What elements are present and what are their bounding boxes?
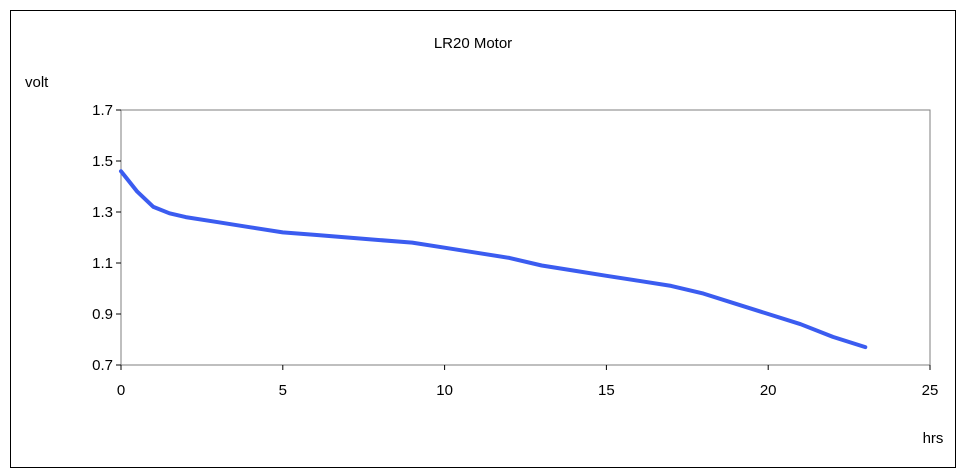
x-tick-label: 5 bbox=[279, 382, 287, 399]
chart-title: LR20 Motor bbox=[434, 35, 512, 52]
axes: 0.7 0.9 1.1 1.3 1.5 1.7 0 5 10 15 20 25 bbox=[92, 102, 938, 399]
x-tick-label: 15 bbox=[598, 382, 615, 399]
y-tick-label: 1.3 bbox=[92, 204, 113, 221]
y-tick-label: 0.9 bbox=[92, 306, 113, 323]
y-tick-label: 1.5 bbox=[92, 153, 113, 170]
y-axis-label: volt bbox=[25, 74, 49, 91]
series-layer bbox=[119, 169, 868, 350]
x-tick-label: 25 bbox=[922, 382, 939, 399]
x-tick-label: 0 bbox=[117, 382, 125, 399]
y-tick-label: 1.7 bbox=[92, 102, 113, 119]
x-axis-label: hrs bbox=[923, 430, 944, 447]
x-tick-label: 10 bbox=[436, 382, 453, 399]
y-tick-label: 1.1 bbox=[92, 255, 113, 272]
x-tick-label: 20 bbox=[760, 382, 777, 399]
y-tick-label: 0.7 bbox=[92, 357, 113, 374]
line-chart: LR20 Motor volt hrs 0.7 0.9 1.1 1.3 1.5 1.7 0 5… bbox=[25, 35, 944, 447]
plot-area bbox=[120, 109, 931, 366]
chart-frame: LR20 Motor volt hrs 0.7 0.9 1.1 1.3 1.5 1.7 0 5… bbox=[10, 10, 956, 468]
series-line bbox=[119, 169, 868, 350]
